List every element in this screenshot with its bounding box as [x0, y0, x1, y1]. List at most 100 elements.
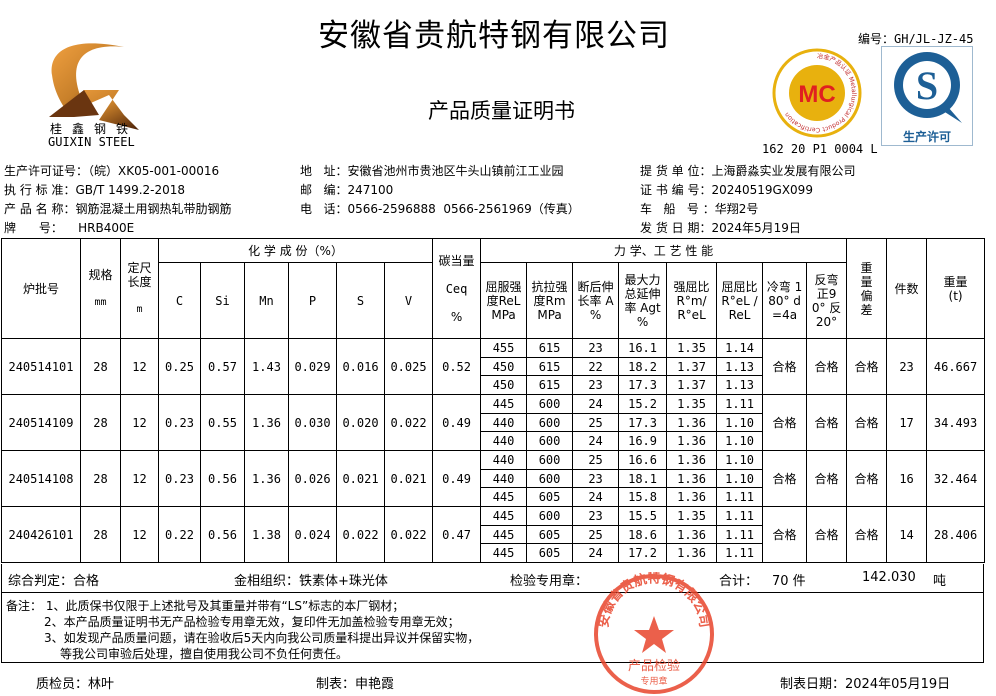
table-cell: 合格	[846, 450, 888, 507]
table-cell: 34.493	[926, 394, 986, 451]
info-field-middle: 电 话：0566-2596888 0566-2561969（传真）	[300, 200, 580, 219]
info-field-left: 产 品 名 称：钢筋混凝土用钢热轧带肋钢筋	[4, 200, 231, 219]
table-cell: 605	[526, 543, 574, 563]
table-cell: 0.022	[336, 506, 385, 563]
summary-row: 综合判定：合格 金相组织：铁素体+珠光体 检验专用章： 合计： 70 件 142…	[1, 564, 984, 593]
table-cell: 1.36	[666, 413, 718, 432]
table-cell: 0.024	[288, 506, 337, 563]
info-label: 生产许可证号：	[4, 164, 89, 178]
table-cell: 16.9	[618, 431, 668, 451]
total-label: 合计：	[719, 574, 759, 589]
header-pieces: 件数	[886, 238, 928, 339]
inspection-stamp-icon: 安徽省贵航特钢有限公司 产品检验 专用章	[594, 572, 714, 694]
table-cell: 0.030	[288, 394, 337, 451]
table-cell: 16.6	[618, 450, 668, 470]
table-cell: 240514109	[1, 394, 81, 451]
table-cell: 25	[572, 525, 620, 544]
table-cell: 1.35	[666, 394, 718, 414]
table-cell: 0.016	[336, 338, 385, 395]
table-cell: 440	[480, 469, 528, 488]
table-cell: 0.47	[432, 506, 482, 563]
header-mechanical-col: 冷弯 180° d=4a	[762, 262, 808, 339]
total-pieces: 70 件	[772, 574, 806, 589]
svg-text:产品检验: 产品检验	[628, 658, 680, 674]
table-cell: 28	[80, 338, 121, 395]
document-title: 产品质量证明书	[428, 99, 575, 123]
table-cell: 1.36	[666, 469, 718, 488]
table-cell: 1.13	[716, 375, 764, 395]
table-cell: 28	[80, 394, 121, 451]
info-label: 车 船 号 ：	[640, 202, 715, 216]
table-cell: 0.56	[200, 506, 245, 563]
table-cell: 1.10	[716, 413, 764, 432]
info-field-middle: 地 址：安徽省池州市贵池区牛头山镇前江工业园	[300, 162, 563, 181]
table-cell: 1.11	[716, 543, 764, 563]
table-cell: 17.2	[618, 543, 668, 563]
mc-certification-badge-icon: 冶金产品认证 Metallurgical Product Certificati…	[772, 48, 862, 138]
table-cell: 合格	[806, 338, 848, 395]
header-unit: mm	[94, 296, 107, 308]
table-cell: 1.11	[716, 506, 764, 526]
table-cell: 1.36	[244, 394, 289, 451]
table-cell: 1.10	[716, 450, 764, 470]
company-title: 安徽省贵航特钢有限公司	[318, 18, 670, 54]
remark-line: 备注： 1、此质保书仅限于上述批号及其重量并带有“LS”标志的本厂钢材；	[6, 599, 405, 613]
table-cell: 1.35	[666, 338, 718, 358]
table-cell: 1.35	[666, 506, 718, 526]
table-cell: 23	[572, 469, 620, 488]
table-cell: 1.38	[244, 506, 289, 563]
header-ceq: 碳当量 Ceq%	[432, 238, 482, 339]
table-cell: 440	[480, 413, 528, 432]
table-cell: 445	[480, 543, 528, 563]
table-cell: 445	[480, 487, 528, 507]
table-cell: 1.10	[716, 469, 764, 488]
table-cell: 0.020	[336, 394, 385, 451]
qs-production-license-badge: S 生产许可	[881, 46, 973, 146]
table-cell: 14	[886, 506, 928, 563]
table-cell: 23	[572, 375, 620, 395]
remark-line: 2、本产品质量证明书无产品检验专用章无效，复印件无加盖检验专用章无效；	[44, 615, 460, 629]
info-field-right: 车 船 号 ：华翔2号	[640, 200, 758, 219]
table-cell: 1.13	[716, 357, 764, 376]
table-cell: 24	[572, 394, 620, 414]
logo-chinese-text: 桂鑫钢铁	[50, 122, 139, 136]
table-cell: 1.11	[716, 525, 764, 544]
table-row: 450 615 23 17.3 1.37 1.13	[2, 375, 985, 395]
info-value: 钢筋混凝土用钢热轧带肋钢筋	[75, 202, 232, 216]
table-cell: 0.025	[383, 338, 434, 395]
header-chemical: 化 学 成 份（%）	[157, 238, 434, 263]
table-cell: 0.021	[336, 450, 385, 507]
info-value: HRB400E	[62, 221, 135, 235]
table-cell: 24	[572, 431, 620, 451]
info-value: 华翔2号	[714, 202, 759, 216]
logo-english-text: GUIXIN STEEL	[48, 135, 135, 149]
table-cell: 1.10	[716, 431, 764, 451]
info-label: 发 货 日 期：	[640, 221, 712, 235]
table-row: 240514101 28 12 0.25 0.57 1.43 0.029 0.016 0.025…	[1, 338, 986, 395]
info-label: 地 址：	[300, 164, 348, 178]
info-field-right: 证 书 编 号：20240519GX099	[640, 181, 813, 200]
header-mechanical-col: 强屈比 R°m/ R°eL	[666, 262, 718, 339]
info-value: 2024年5月19日	[711, 221, 801, 235]
info-field-left: 牌 号： HRB400E	[4, 219, 134, 238]
header-element: P	[288, 262, 337, 339]
table-cell: 12	[120, 394, 159, 451]
table-cell: 440	[480, 450, 528, 470]
table-row: 240426101 28 12 0.22 0.56 1.38 0.024 0.022 0.022…	[1, 506, 986, 563]
table-cell: 0.23	[158, 450, 201, 507]
table-cell: 合格	[806, 506, 848, 563]
table-cell: 12	[120, 338, 159, 395]
info-field-right: 提 货 单 位：上海爵淼实业发展有限公司	[640, 162, 855, 181]
info-label: 执 行 标 准：	[4, 183, 76, 197]
header-element: S	[336, 262, 385, 339]
remarks-box: 备注： 1、此质保书仅限于上述批号及其重量并带有“LS”标志的本厂钢材； 2、本…	[1, 592, 984, 663]
table-cell: 18.2	[618, 357, 668, 376]
preparation-date: 制表日期：2024年05月19日	[780, 677, 951, 692]
table-cell: 17	[886, 394, 928, 451]
table-cell: 24	[572, 543, 620, 563]
info-value: 安徽省池州市贵池区牛头山镇前江工业园	[347, 164, 564, 178]
header-mechanical-col: 抗拉强度Rm MPa	[526, 262, 574, 339]
table-row: 450 615 22 18.2 1.37 1.13	[2, 357, 985, 376]
mc-badge-text: MC	[798, 81, 835, 108]
header-label: Ceq	[445, 281, 468, 296]
